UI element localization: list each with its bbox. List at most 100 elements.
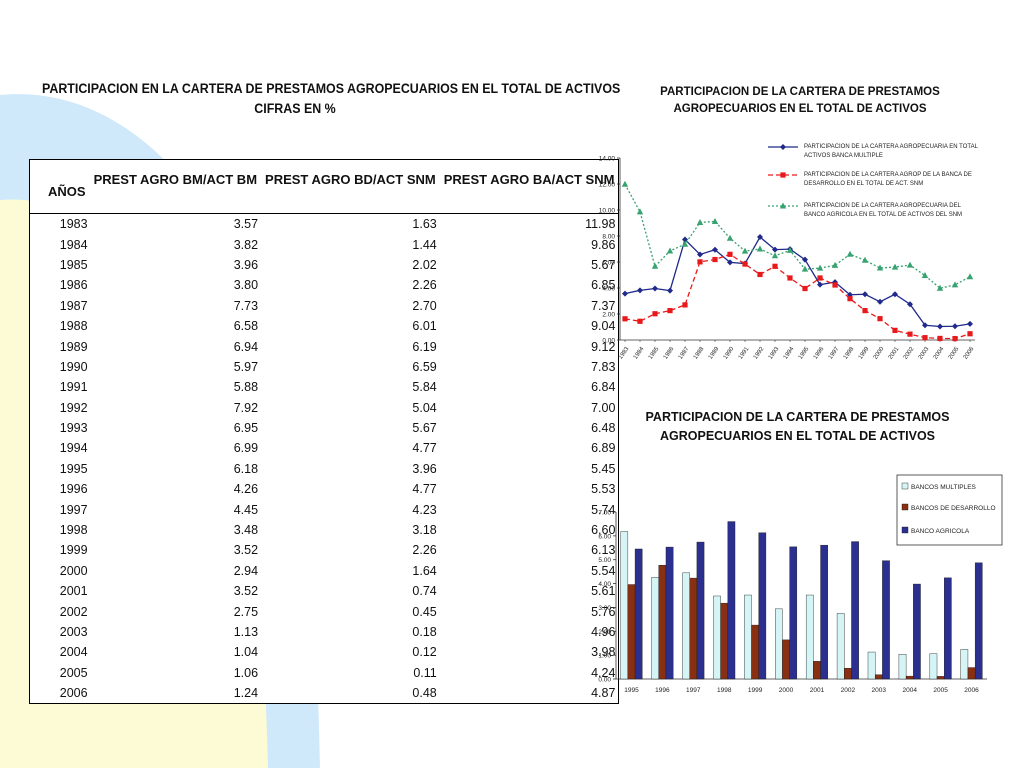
line-point-bd [652, 311, 658, 317]
cell-bd: 6.59 [412, 359, 437, 374]
cell-bd: 1.44 [412, 237, 437, 252]
bar-0 [929, 653, 938, 680]
line-point-bd [877, 316, 883, 322]
cell-bm: 4.26 [233, 482, 259, 497]
cell-bd: 6.01 [412, 319, 437, 334]
line-point-ba [846, 250, 854, 257]
table-row: 2005 1.06 0.11 4.24 [30, 663, 619, 683]
cell-ba: 7.37 [591, 298, 616, 313]
line-point-bd [637, 318, 643, 324]
line-point-bd [907, 331, 913, 337]
table-row: 2001 3.52 0.74 5.61 [30, 581, 619, 601]
bar-1 [844, 668, 852, 680]
line-point-bd [772, 263, 778, 269]
header-anos: AÑOS [29, 159, 90, 214]
bar-0 [805, 594, 814, 680]
bar-y-tick-label: 6.00 [598, 533, 611, 540]
bar-2 [758, 532, 767, 680]
bar-x-tick-label: 1996 [655, 687, 670, 694]
cell-bm: 3.52 [233, 584, 259, 599]
cell-year: 1986 [59, 278, 88, 293]
bar-0 [620, 531, 629, 680]
line-y-tick-label: 2.00 [602, 312, 615, 319]
line-point-ba [801, 265, 809, 272]
bar-1 [905, 675, 914, 680]
bar-legend-label: BANCOS MULTIPLES [911, 484, 977, 491]
bar-1 [689, 577, 698, 680]
cell-year: 1997 [59, 502, 88, 517]
line-point-ba [861, 256, 869, 263]
line-point-bd [742, 261, 748, 267]
bar-2 [820, 544, 828, 680]
cell-year: 2006 [59, 686, 88, 701]
line-point-bd [817, 275, 823, 281]
table-title-line2: CIFRAS EN % [254, 101, 336, 116]
cell-ba: 4.24 [591, 665, 616, 680]
line-point-bm [922, 322, 928, 329]
bar-x-tick-label: 1998 [717, 687, 732, 694]
line-legend-label-line1: PARTICIPACION DE LA CARTERA AGROPECUARIA… [804, 144, 979, 150]
cell-year: 2004 [59, 645, 88, 660]
bar-chart-title-line1: PARTICIPACION DE LA CARTERA DE PRESTAMOS [645, 410, 950, 424]
line-point-ba [876, 264, 884, 271]
cell-bm: 6.18 [233, 461, 259, 476]
bar-legend-swatch [901, 503, 909, 511]
bar-y-tick-label: 5.00 [598, 557, 611, 564]
line-point-bm [862, 291, 868, 298]
table-row: 1999 3.52 2.26 6.13 [30, 540, 619, 560]
line-point-bd [952, 335, 958, 342]
line-point-ba [951, 281, 959, 288]
line-point-bd [787, 275, 793, 281]
line-point-bm [712, 246, 718, 253]
cell-bd: 4.23 [412, 502, 437, 517]
bar-x-tick-label: 2003 [872, 687, 887, 694]
line-point-ba [666, 247, 674, 254]
cell-bm: 1.13 [233, 625, 259, 639]
line-point-ba [906, 261, 914, 268]
cell-year: 1984 [59, 237, 88, 252]
table-row: 1996 4.26 4.77 5.53 [30, 479, 619, 499]
cell-bd: 5.04 [412, 400, 437, 415]
cell-year: 1998 [59, 523, 88, 538]
line-point-bd [967, 331, 973, 337]
cell-bm: 7.92 [233, 400, 259, 415]
line-point-bd [697, 259, 703, 265]
cell-ba: 5.53 [591, 482, 616, 497]
line-point-bd [937, 335, 943, 342]
table-header-row: AÑOS PREST AGRO BM/ACT BM PREST AGRO BD/… [29, 159, 619, 214]
cell-bd: 0.74 [412, 584, 437, 599]
bar-x-tick-label: 2004 [902, 687, 917, 694]
line-point-bm [817, 281, 823, 288]
cell-bm: 6.95 [233, 421, 259, 436]
bar-chart-title: PARTICIPACION DE LA CARTERA DE PRESTAMOS… [585, 408, 1010, 446]
line-point-bm [667, 287, 673, 294]
cell-year: 1999 [59, 543, 88, 558]
line-chart-title-line2: AGROPECUARIOS EN EL TOTAL DE ACTIVOS [673, 103, 927, 115]
line-point-bd [727, 251, 733, 257]
table-row: 1983 3.57 1.63 11.98 [30, 214, 619, 235]
line-point-bm [907, 301, 913, 308]
bar-2 [944, 577, 952, 680]
line-point-ba [921, 272, 929, 279]
bar-y-tick-label: 4.00 [598, 581, 611, 588]
bar-x-tick-label: 2006 [964, 687, 979, 694]
cell-ba: 5.76 [591, 604, 616, 619]
cell-ba: 5.45 [591, 461, 616, 476]
bar-0 [836, 613, 845, 680]
line-point-bd [757, 271, 763, 278]
cell-bm: 3.52 [233, 543, 259, 558]
bar-0 [867, 651, 876, 680]
cell-year: 2003 [59, 625, 88, 639]
bar-1 [751, 624, 759, 680]
cell-bm: 1.24 [233, 686, 259, 701]
bar-x-tick-label: 2000 [779, 687, 794, 694]
table-row: 1994 6.99 4.77 6.89 [30, 438, 619, 458]
cell-ba: 5.74 [591, 502, 616, 517]
bar-legend-label: BANCOS DE DESARROLLO [911, 505, 996, 512]
data-table: AÑOS PREST AGRO BM/ACT BM PREST AGRO BD/… [29, 159, 620, 705]
bar-1 [782, 639, 790, 680]
table-row: 2003 1.13 0.18 4.96 [30, 622, 619, 642]
line-point-bm [937, 323, 943, 330]
bar-0 [651, 577, 659, 680]
